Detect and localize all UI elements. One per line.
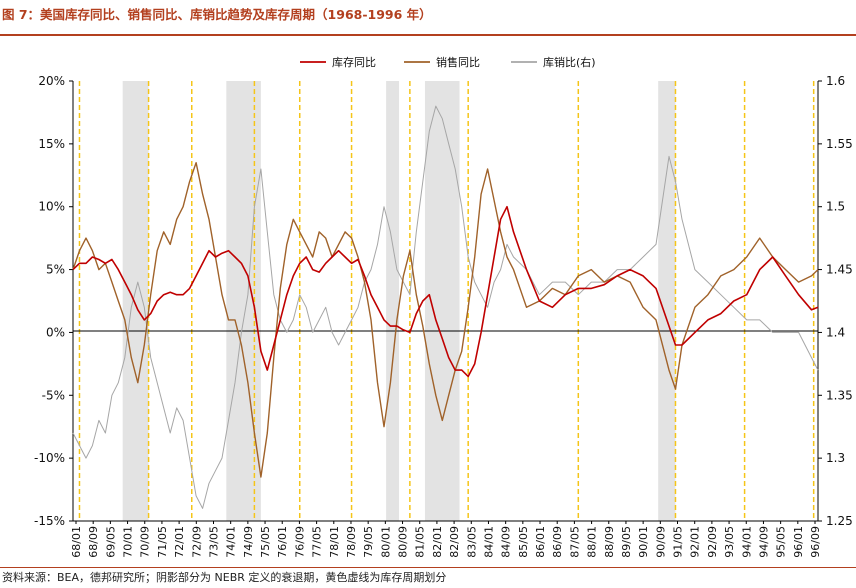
right-tick-label: 1.55 — [826, 137, 853, 151]
right-tick-label: 1.5 — [826, 200, 845, 214]
x-tick-label: 96/09 — [809, 526, 822, 558]
x-tick-label: 90/01 — [637, 526, 650, 558]
x-tick-label: 94/01 — [740, 526, 753, 558]
x-tick-label: 78/01 — [328, 526, 341, 558]
x-tick-label: 68/09 — [87, 526, 100, 558]
cycle-divider-layer — [78, 81, 815, 521]
axes-layer: 20% 15% 10% 5% 0% -5% -10% -15% 1.6 1.55 1.5 1.45 1.… — [34, 74, 853, 558]
right-tick-label: 1.3 — [826, 451, 845, 465]
x-tick-label: 96/01 — [792, 526, 805, 558]
x-tick-label: 70/09 — [139, 526, 152, 558]
recession-band — [386, 81, 400, 521]
inventory-sales-chart: 20% 15% 10% 5% 0% -5% -10% -15% 1.6 1.55 1.5 1.45 1.… — [34, 55, 853, 558]
x-tick-label: 72/01 — [173, 526, 186, 558]
x-tick-label: 80/09 — [397, 526, 410, 558]
x-tick-label: 70/01 — [122, 526, 135, 558]
x-tick-label: 82/01 — [431, 526, 444, 558]
x-tick-label: 83/05 — [465, 526, 478, 558]
x-tick-label: 88/01 — [586, 526, 599, 558]
left-tick-label: 15% — [38, 137, 65, 151]
right-tick-label: 1.45 — [826, 263, 853, 277]
right-tick-label: 1.6 — [826, 74, 845, 88]
x-tick-label: 76/09 — [293, 526, 306, 558]
x-tick-label: 94/09 — [757, 526, 770, 558]
x-tick-label: 74/01 — [225, 526, 238, 558]
series-layer — [72, 105, 819, 509]
x-tick-label: 92/01 — [689, 526, 702, 558]
left-tick-label: 0% — [46, 325, 65, 339]
x-tick-label: 69/05 — [104, 526, 117, 558]
source-note: 资料来源：BEA，德邦研究所；阴影部分为 NEBR 定义的衰退期，黄色虚线为库存… — [2, 571, 447, 584]
left-tick-label: 5% — [46, 263, 65, 277]
x-tick-label: 71/05 — [156, 526, 169, 558]
x-tick-label: 79/05 — [362, 526, 375, 558]
x-tick-label: 68/01 — [70, 526, 83, 558]
x-tick-label: 93/05 — [723, 526, 736, 558]
x-tick-label: 75/05 — [259, 526, 272, 558]
x-tick-label: 72/09 — [190, 526, 203, 558]
x-tick-label: 89/05 — [620, 526, 633, 558]
x-tick-label: 87/05 — [568, 526, 581, 558]
x-tick-label: 77/05 — [311, 526, 324, 558]
series-line-1 — [72, 162, 819, 478]
recession-band — [226, 81, 261, 521]
figure-title: 图 7：美国库存同比、销售同比、库销比趋势及库存周期（1968-1996 年） — [2, 7, 432, 22]
legend-label: 库存同比 — [332, 55, 376, 69]
legend: 库存同比 销售同比 库销比(右) — [300, 55, 596, 69]
left-tick-label: -10% — [34, 451, 65, 465]
x-tick-label: 92/09 — [706, 526, 719, 558]
x-tick-label: 91/05 — [672, 526, 685, 558]
recession-band — [122, 81, 149, 521]
series-line-0 — [72, 205, 819, 378]
x-tick-label: 85/05 — [517, 526, 530, 558]
left-tick-label: -5% — [42, 388, 65, 402]
x-tick-label: 81/05 — [414, 526, 427, 558]
title-divider — [0, 34, 856, 36]
x-tick-label: 88/09 — [603, 526, 616, 558]
right-tick-label: 1.35 — [826, 388, 853, 402]
x-tick-label: 80/01 — [379, 526, 392, 558]
x-tick-label: 84/01 — [482, 526, 495, 558]
legend-label: 销售同比 — [436, 55, 480, 69]
left-tick-label: 20% — [38, 74, 65, 88]
x-tick-label: 82/09 — [448, 526, 461, 558]
x-tick-label: 76/01 — [276, 526, 289, 558]
legend-label: 库销比(右) — [543, 55, 596, 69]
x-tick-label: 86/09 — [551, 526, 564, 558]
x-tick-label: 74/09 — [242, 526, 255, 558]
x-tick-label: 95/05 — [775, 526, 788, 558]
source-divider — [0, 567, 856, 568]
x-tick-label: 84/09 — [500, 526, 513, 558]
x-tick-label: 78/09 — [345, 526, 358, 558]
series-line-2 — [72, 105, 819, 509]
right-tick-label: 1.25 — [826, 514, 853, 528]
left-tick-label: -15% — [34, 514, 65, 528]
x-tick-label: 90/09 — [654, 526, 667, 558]
recession-band — [658, 81, 676, 521]
right-tick-label: 1.4 — [826, 325, 845, 339]
x-tick-label: 73/05 — [207, 526, 220, 558]
x-tick-label: 86/01 — [534, 526, 547, 558]
left-tick-label: 10% — [38, 200, 65, 214]
